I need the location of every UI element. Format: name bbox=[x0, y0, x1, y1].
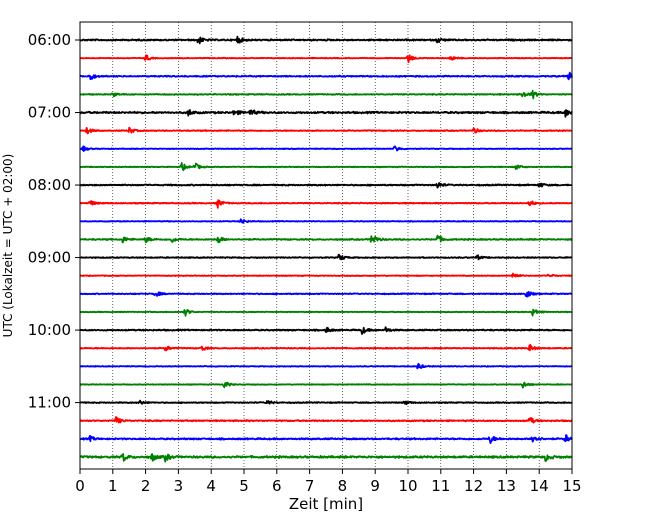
x-tick-label: 5 bbox=[239, 477, 249, 495]
grid-lines bbox=[112, 22, 540, 469]
x-tick-label: 0 bbox=[75, 477, 85, 495]
trace-line bbox=[79, 71, 573, 81]
trace-line bbox=[79, 218, 573, 224]
y-axis-label: UTC (Lokalzeit = UTC + 02:00) bbox=[1, 154, 15, 338]
x-axis: 0 1 2 3 4 5 6 7 8 9 10 11 12 13 14 15 bbox=[75, 469, 582, 495]
trace-line bbox=[79, 234, 573, 244]
x-axis-label: Zeit [min] bbox=[289, 495, 363, 513]
y-tick-label: 10:00 bbox=[28, 321, 71, 339]
x-tick-label: 14 bbox=[530, 477, 549, 495]
y-tick-label: 09:00 bbox=[28, 249, 71, 267]
trace-line bbox=[79, 35, 573, 45]
x-tick-label: 11 bbox=[431, 477, 450, 495]
trace-line bbox=[79, 54, 573, 63]
trace-line bbox=[79, 161, 573, 172]
plot-frame bbox=[79, 21, 573, 470]
trace-line bbox=[79, 453, 573, 463]
trace-line bbox=[79, 290, 573, 298]
y-tick-label: 06:00 bbox=[28, 31, 71, 49]
x-tick-label: 13 bbox=[497, 477, 516, 495]
trace-line bbox=[79, 253, 573, 261]
y-axis: 06:00 07:00 08:00 09:00 10:00 11:00 bbox=[28, 31, 80, 412]
trace-line bbox=[79, 126, 573, 135]
trace-line bbox=[79, 416, 573, 424]
trace-line bbox=[79, 272, 573, 278]
trace-line bbox=[79, 434, 573, 444]
trace-line bbox=[79, 308, 573, 317]
x-tick-label: 8 bbox=[338, 477, 348, 495]
y-tick-label: 08:00 bbox=[28, 176, 71, 194]
x-tick-label: 7 bbox=[305, 477, 315, 495]
x-tick-label: 12 bbox=[464, 477, 483, 495]
trace-line bbox=[79, 199, 573, 209]
trace-line bbox=[79, 326, 573, 335]
trace-line bbox=[79, 362, 573, 370]
x-tick-label: 4 bbox=[206, 477, 216, 495]
x-tick-label: 1 bbox=[108, 477, 118, 495]
trace-line bbox=[79, 344, 573, 352]
trace-line bbox=[79, 399, 573, 406]
x-tick-label: 9 bbox=[370, 477, 380, 495]
trace-group bbox=[79, 35, 573, 463]
x-tick-label: 15 bbox=[562, 477, 581, 495]
trace-line bbox=[79, 145, 573, 152]
y-tick-label: 07:00 bbox=[28, 104, 71, 122]
x-tick-label: 2 bbox=[141, 477, 151, 495]
trace-line bbox=[79, 381, 573, 389]
x-tick-label: 10 bbox=[398, 477, 417, 495]
y-tick-label: 11:00 bbox=[28, 394, 71, 412]
x-tick-label: 3 bbox=[174, 477, 184, 495]
trace-line bbox=[79, 109, 573, 118]
trace-line bbox=[79, 89, 573, 100]
trace-line bbox=[79, 182, 573, 189]
x-tick-label: 6 bbox=[272, 477, 282, 495]
